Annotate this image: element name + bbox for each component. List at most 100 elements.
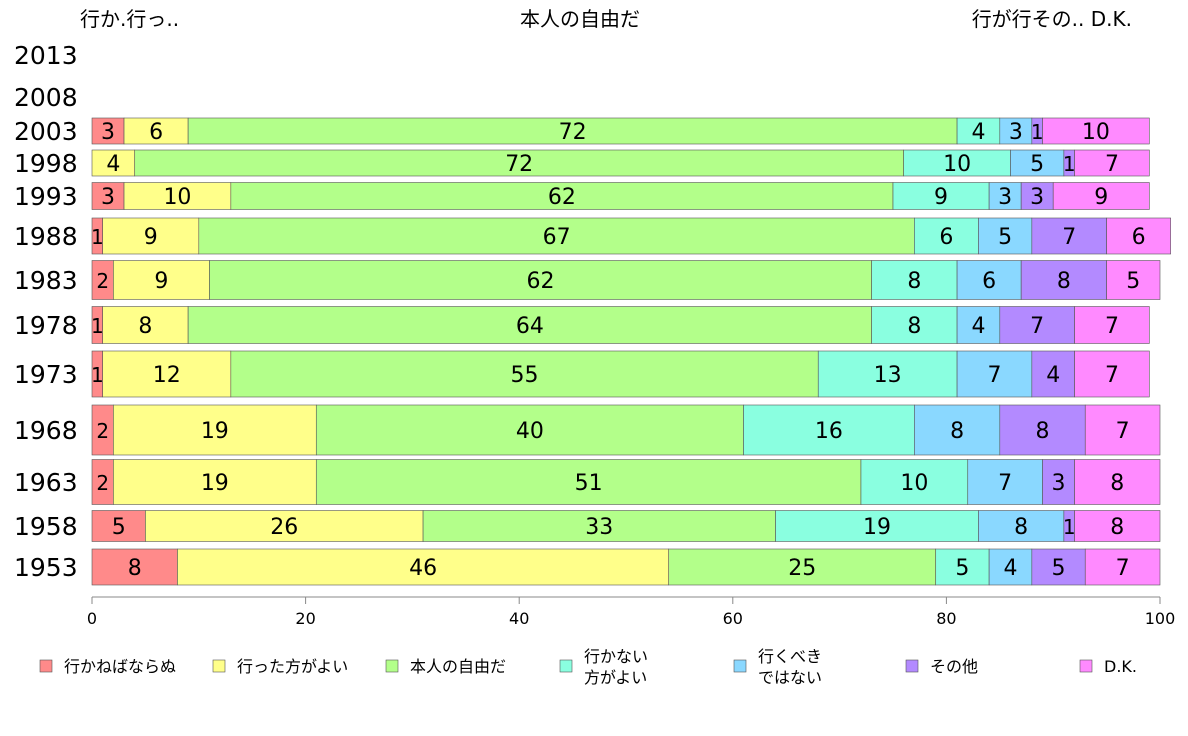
bar-segment [113,459,317,505]
bar-segment [198,217,915,255]
bar-segment [999,404,1086,456]
legend-swatch [733,659,747,673]
bar-segment [91,548,178,586]
data-label: 9 [1094,185,1108,210]
bar-row-1963: 1963 2 19 51 10 7 3 8 [14,459,1161,505]
data-label: 8 [1110,515,1124,540]
bar-segment [1042,117,1150,145]
bar-segment [775,510,979,542]
legend-swatch [1079,659,1093,673]
data-label: 1 [1063,515,1076,539]
bar-segment [743,404,915,456]
bar-row-2013: 2013 [14,41,78,70]
bar-segment [422,510,776,542]
data-label: 67 [543,225,571,250]
bar-segment [956,260,1022,300]
bar-segment [860,459,969,505]
bar-segment [1031,217,1107,255]
data-label: 7 [1105,152,1119,177]
bar-segment [914,404,1001,456]
bar-segment [230,182,894,210]
bar-segment [668,548,937,586]
data-label: 19 [201,419,229,444]
data-label: 64 [516,314,544,339]
data-label: 9 [934,185,948,210]
bar-segment [91,149,136,177]
bar-row-2003: 2003 3 6 72 4 3 1 10 [14,117,1150,146]
bar-segment [230,350,819,398]
bar-segment [1052,182,1150,210]
data-label: 40 [516,419,544,444]
legend-label: 行かない方がよい [584,647,648,687]
bar-segment [1074,149,1150,177]
data-label: 7 [1105,363,1119,388]
top-label-right: 行が行その.. D.K. [972,7,1132,31]
bar-segment [871,260,958,300]
legend-item: 本人の自由だ [385,657,506,676]
data-label: 19 [863,515,891,540]
data-label: 4 [971,120,985,145]
category-label: 1983 [14,266,78,295]
data-label: 72 [505,152,533,177]
bar-segment [1084,404,1161,456]
bar-segment [1106,217,1171,255]
bar-segment [113,404,317,456]
data-label: 2 [96,269,109,293]
x-tick-label: 20 [295,609,315,628]
legend-item: D.K. [1079,657,1137,676]
data-label: 6 [149,120,163,145]
legend-item: 行かない方がよい [559,647,648,687]
x-axis: 0 20 40 60 80 100 [87,596,1175,628]
legend-swatch [385,659,399,673]
data-label: 9 [144,225,158,250]
bar-row-1993: 1993 3 10 62 9 3 3 9 [14,182,1150,211]
data-label: 1 [1063,152,1076,176]
data-label: 7 [1105,314,1119,339]
legend-item: 行った方がよい [212,657,348,676]
data-label: 26 [270,515,298,540]
category-label: 1998 [14,149,78,178]
bar-segment [956,350,1033,398]
data-label: 5 [1052,556,1066,581]
bar-segment [978,217,1033,255]
bar-segment [113,260,210,300]
data-label: 72 [559,120,587,145]
data-label: 8 [138,314,152,339]
legend: 行かねばならぬ 行った方がよい 本人の自由だ 行かない方がよい 行くべきではない その他 D… [39,647,1137,687]
data-label: 62 [548,185,576,210]
data-label: 3 [101,120,115,145]
bar-segment [1106,260,1161,300]
legend-swatch [559,659,573,673]
bar-row-1973: 1973 1 12 55 13 7 4 7 [14,350,1150,398]
bar-segment [1020,260,1107,300]
bar-segment [1042,459,1075,505]
bar-segment [1010,149,1065,177]
bar-segment [91,117,125,145]
legend-swatch [39,659,53,673]
bar-segment [999,306,1075,344]
bar-row-1998: 1998 4 72 10 5 1 7 [14,149,1150,178]
bar-segment [988,182,1022,210]
bar-segment [91,182,125,210]
data-label: 8 [1036,419,1050,444]
bar-segment [1074,350,1150,398]
legend-label: その他 [930,657,978,676]
data-label: 33 [585,515,613,540]
data-label: 7 [1030,314,1044,339]
data-label: 5 [955,556,969,581]
legend-item: その他 [905,657,978,676]
data-label: 10 [943,152,971,177]
bar-segment [1074,510,1161,542]
data-label: 4 [971,314,985,339]
bar-segment [967,459,1043,505]
data-label: 55 [511,363,539,388]
data-label: 8 [128,556,142,581]
data-label: 25 [788,556,816,581]
data-label: 51 [575,471,603,496]
bar-segment [892,182,990,210]
data-label: 6 [1132,225,1146,250]
bar-segment [1020,182,1054,210]
bar-segment [1074,459,1161,505]
